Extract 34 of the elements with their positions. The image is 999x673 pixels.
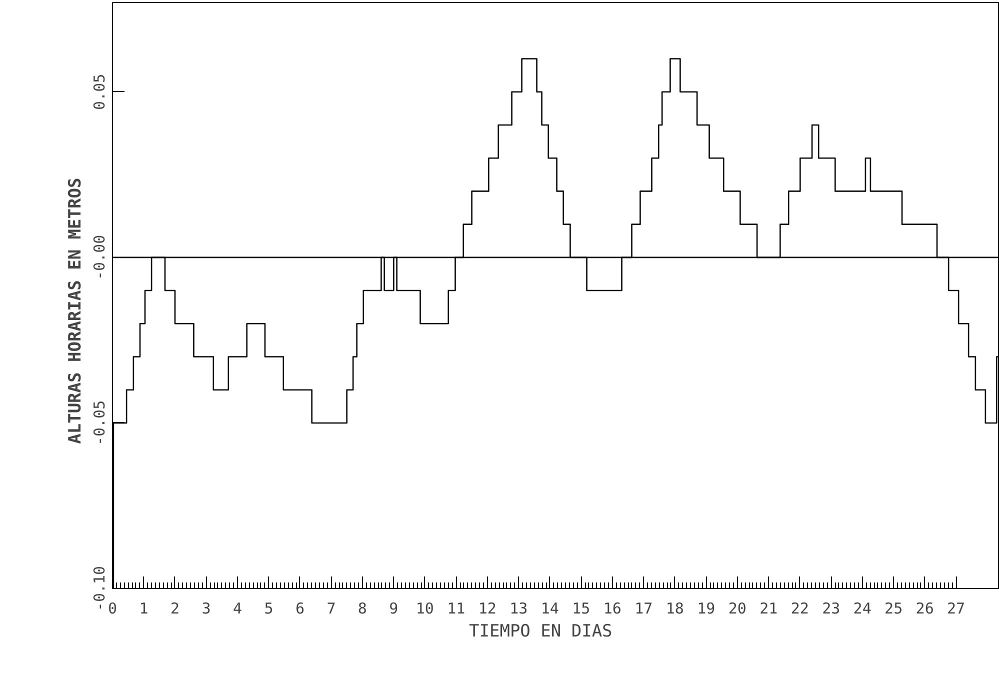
x-tick-label: 26 xyxy=(916,600,934,618)
x-tick-label: 8 xyxy=(358,600,367,618)
y-tick-label: 0.05 xyxy=(90,74,108,110)
x-tick-label: 10 xyxy=(416,600,434,618)
x-tick-label: 24 xyxy=(853,600,872,618)
x-tick-label: 21 xyxy=(760,600,778,618)
x-tick-label: 3 xyxy=(202,600,211,618)
x-tick-label: 5 xyxy=(264,600,274,618)
y-tick-label: -0.00 xyxy=(90,234,108,280)
x-tick-label: 25 xyxy=(884,600,903,618)
x-tick-label: 7 xyxy=(326,600,336,618)
x-tick-label: 18 xyxy=(666,600,684,618)
x-axis-title: TIEMPO EN DIAS xyxy=(469,622,612,642)
x-tick-label: 14 xyxy=(540,600,559,618)
x-tick-label: 16 xyxy=(603,600,622,618)
x-tick-label: 15 xyxy=(572,600,590,618)
x-tick-label: 17 xyxy=(634,600,653,618)
x-tick-label: 27 xyxy=(947,600,966,618)
x-tick-label: 20 xyxy=(728,600,746,618)
x-tick-label: 9 xyxy=(389,600,398,618)
x-tick-label: 0 xyxy=(108,600,118,618)
x-tick-label: 12 xyxy=(478,600,496,618)
x-tick-label: 1 xyxy=(139,600,148,618)
x-tick-label: 2 xyxy=(170,600,180,618)
y-axis-title: ALTURAS HORARIAS EN METROS xyxy=(66,178,86,444)
x-tick-label: 11 xyxy=(447,600,466,618)
x-tick-label: 6 xyxy=(295,600,304,618)
x-tick-label: 19 xyxy=(697,600,716,618)
x-tick-label: 23 xyxy=(822,600,840,618)
y-tick-label: -0.05 xyxy=(90,400,108,446)
y-tick-label: -0.10 xyxy=(90,566,108,612)
x-tick-label: 22 xyxy=(790,600,809,618)
x-tick-label: 13 xyxy=(510,600,528,618)
x-tick-label: 4 xyxy=(232,600,242,618)
